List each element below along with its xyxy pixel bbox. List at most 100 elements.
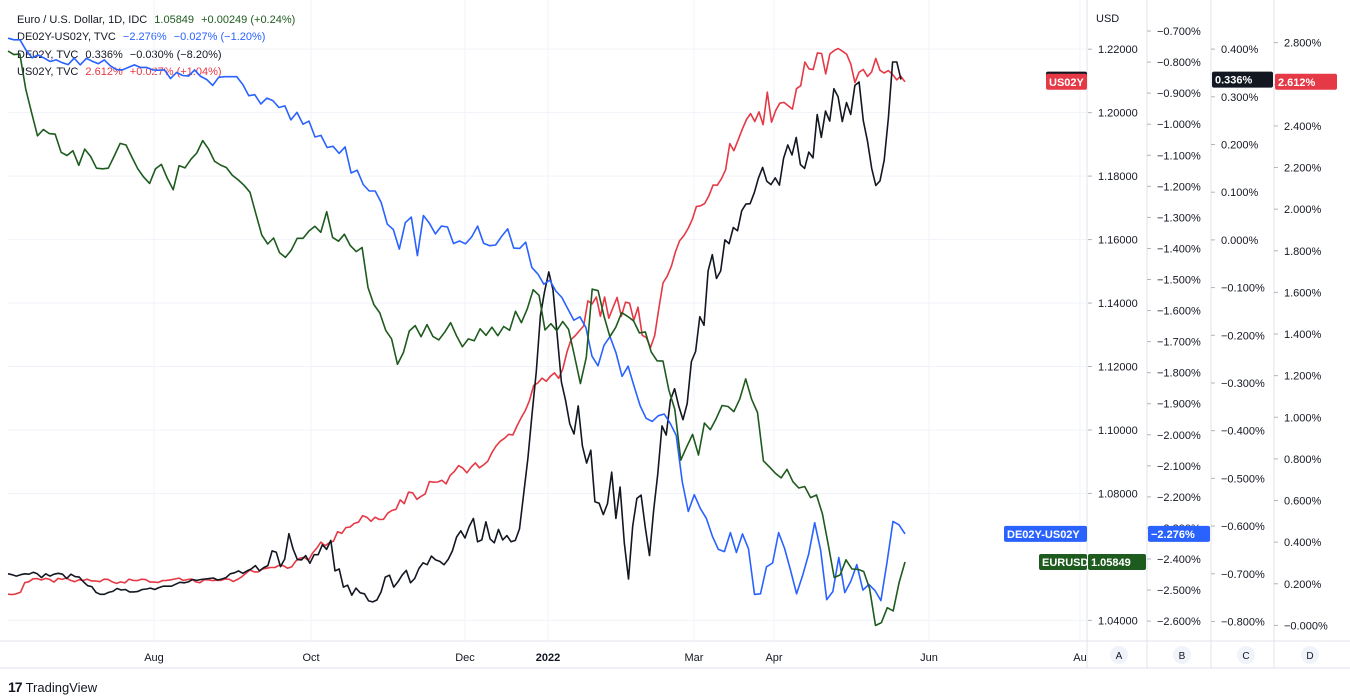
axis-tick-label: 0.200% [1284, 579, 1322, 591]
legend-value: −2.276% [122, 31, 167, 44]
axis-tick-label: −2.600% [1157, 616, 1201, 628]
tradingview-logo-icon: 17 [8, 679, 23, 695]
axis-tick-label: −0.300% [1221, 378, 1265, 390]
series-name-tag-de02y-us02y-text: DE02Y-US02Y [1007, 529, 1080, 541]
legend-change: −0.030% (−8.20%) [129, 48, 222, 61]
legend-row-eurusd[interactable]: Euro / U.S. Dollar, 1D, IDC 1.05849 +0.0… [17, 12, 299, 29]
series-name-tag-us02y: US02Y [1046, 73, 1087, 90]
axis-tick-label: 1.14000 [1098, 298, 1138, 310]
legend-change: +0.00249 (+0.24%) [201, 14, 296, 26]
x-tick-label: Apr [765, 652, 782, 664]
axis-tick-label: −1.100% [1157, 150, 1201, 162]
series-value-tag-eurusd-text: 1.05849 [1091, 557, 1131, 569]
legend-value: 2.612% [85, 65, 123, 78]
axis-tick-label: 0.400% [1221, 44, 1259, 56]
legend-value: 0.336% [85, 48, 123, 61]
series-value-tag-us02y: 2.612% [1275, 73, 1337, 90]
series-line-us02y [7, 47, 906, 596]
last-value-labels: EURUSD1.05849DE02Y-US02Y−2.276%DE02Y0.33… [1004, 71, 1337, 570]
series-value-tag-de02y-text: 0.336% [1215, 75, 1253, 87]
axis-tick-label: 0.400% [1284, 537, 1322, 549]
axis-tick-label: −1.000% [1157, 119, 1201, 131]
series-value-tag-eurusd-bg [1088, 553, 1146, 570]
axis-tick-label: −0.400% [1221, 426, 1265, 438]
axis-tick-label: 1.10000 [1098, 425, 1138, 437]
series-name-tag-us02y-bg [1046, 73, 1087, 90]
axis-tick-label: 0.300% [1221, 92, 1259, 104]
scale-button-bg [1173, 646, 1191, 664]
axis-tick-label: −0.900% [1157, 88, 1201, 100]
brand-name: TradingView [25, 679, 98, 695]
x-tick-label: Oct [302, 652, 319, 664]
axis-tick-label: 0.600% [1284, 496, 1322, 508]
legend-name: US02Y, TVC [17, 65, 79, 78]
axis-tick-label: 0.800% [1284, 454, 1322, 466]
x-tick-label: Mar [685, 652, 704, 664]
axis-tick-label: 1.22000 [1098, 44, 1138, 56]
axis-tick-label: −1.400% [1157, 243, 1201, 255]
scale-button-a[interactable]: A [1110, 646, 1128, 664]
legend-value: 1.05849 [154, 14, 195, 26]
legend-name: DE02Y-US02Y, TVC [17, 31, 116, 44]
axis-tick-label: −1.300% [1157, 212, 1201, 224]
axis-tick-label: 1.18000 [1098, 171, 1138, 183]
axis-tick-label: −2.100% [1157, 461, 1201, 473]
axis-tick-label: −1.600% [1157, 306, 1201, 318]
axis-tick-label: 0.100% [1221, 187, 1259, 199]
axis-tick-label: −0.600% [1221, 521, 1265, 533]
legend-name: Euro / U.S. Dollar, 1D, IDC [17, 14, 148, 26]
series-value-tag-de02y-us02y-text: −2.276% [1151, 529, 1195, 541]
x-tick-label: 2022 [536, 652, 560, 664]
axis-tick-label: −2.400% [1157, 554, 1201, 566]
axis-tick-label: 1.08000 [1098, 488, 1138, 500]
axis-tick-label: 1.12000 [1098, 362, 1138, 374]
series-value-tag-us02y-text: 2.612% [1278, 77, 1316, 89]
axis-tick-label: −0.700% [1221, 569, 1265, 581]
scale-button-b[interactable]: B [1173, 646, 1191, 664]
scale-button-d[interactable]: D [1301, 646, 1319, 664]
series-value-tag-de02y: 0.336% [1212, 71, 1273, 88]
series-name-tag-eurusd-text: EURUSD [1042, 557, 1089, 569]
grid-lines [8, 0, 1087, 641]
scale-button-bg [1110, 646, 1128, 664]
axis-tick-label: −1.500% [1157, 275, 1201, 287]
axis-tick-label: 2.000% [1284, 204, 1322, 216]
axis-tick-label: 1.000% [1284, 412, 1322, 424]
axis-tick-label: 1.16000 [1098, 235, 1138, 247]
scale-button-label: A [1116, 651, 1123, 662]
axis-tick-label: −1.800% [1157, 368, 1201, 380]
axis-tick-label: 1.200% [1284, 371, 1322, 383]
axis-tick-label: −0.200% [1221, 330, 1265, 342]
axis-tick-label: −0.500% [1221, 473, 1265, 485]
axis-tick-label: 2.400% [1284, 121, 1322, 133]
axis-tick-label: 2.800% [1284, 38, 1322, 50]
axis-unit-label: USD [1096, 13, 1119, 25]
scale-button-c[interactable]: C [1237, 646, 1255, 664]
tradingview-footer[interactable]: 17 TradingView [8, 679, 97, 695]
axis-tick-label: −2.500% [1157, 585, 1201, 597]
axis-tick-label: 1.800% [1284, 246, 1322, 258]
axis-tick-label: −2.000% [1157, 430, 1201, 442]
axis-tick-label: −1.700% [1157, 337, 1201, 349]
series-value-tag-de02y-bg [1212, 71, 1273, 88]
axis-tick-label: 2.200% [1284, 163, 1322, 175]
x-tick-label: Aug [144, 652, 164, 664]
scale-button-label: C [1242, 651, 1249, 662]
legend-change: −0.027% (−1.20%) [173, 31, 266, 44]
axis-tick-label: −1.200% [1157, 181, 1201, 193]
axis-tick-label: 1.20000 [1098, 108, 1138, 120]
series-line-eurusd [7, 50, 906, 627]
axis-tick-label: 1.04000 [1098, 615, 1138, 627]
x-tick-label: Jun [920, 652, 938, 664]
axis-tick-label: −0.100% [1221, 283, 1265, 295]
scale-button-bg [1301, 646, 1319, 664]
axis-tick-label: −2.200% [1157, 492, 1201, 504]
series-line-de02y [7, 61, 902, 603]
series-name-tag-de02y-us02y: DE02Y-US02Y [1004, 525, 1087, 542]
axis-tick-label: 0.200% [1221, 140, 1259, 152]
axis-tick-label: −0.800% [1221, 616, 1265, 628]
axis-tick-label: −0.800% [1157, 57, 1201, 69]
legend-row-spread[interactable]: DE02Y-US02Y, TVC −2.276% −0.027% (−1.20%… [17, 29, 299, 46]
series-value-tag-eurusd: 1.05849 [1088, 553, 1146, 570]
